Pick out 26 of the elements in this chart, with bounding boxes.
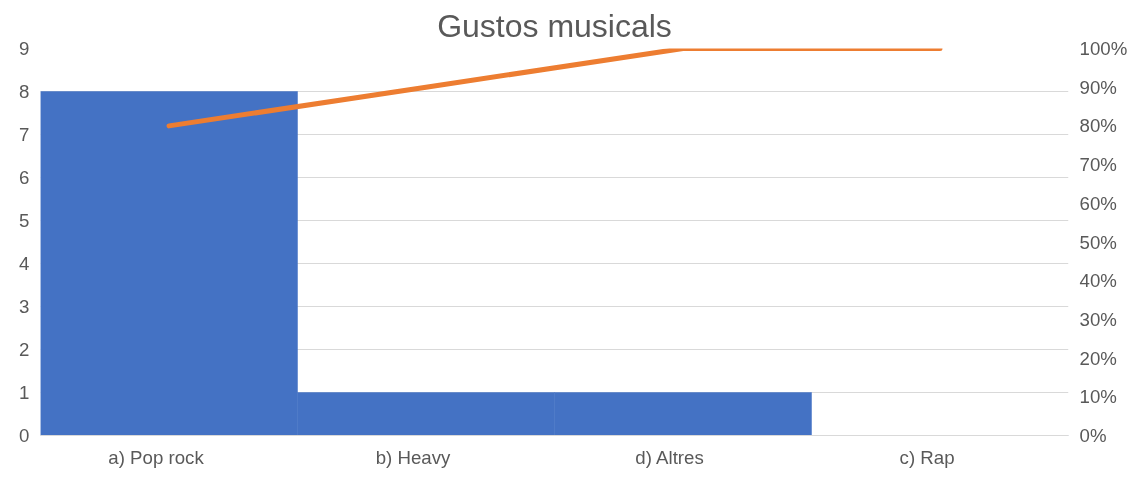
y2-tick-label: 40% (1079, 270, 1117, 292)
chart-title: Gustos musicals (437, 7, 672, 44)
y-tick-label: 0 (19, 425, 30, 446)
y-tick-label: 4 (19, 253, 30, 274)
y-tick-label: 3 (19, 296, 30, 317)
x-tick-label: d) Altres (635, 446, 704, 468)
y-tick-label: 7 (19, 124, 30, 145)
y2-tick-label: 50% (1079, 231, 1117, 253)
x-tick-label: a) Pop rock (108, 446, 205, 468)
y2-tick-label: 70% (1079, 154, 1117, 176)
y-tick-label: 5 (19, 210, 30, 231)
y-tick-label: 1 (19, 382, 30, 403)
y2-tick-label: 90% (1079, 76, 1117, 98)
y2-tick-label: 10% (1079, 386, 1117, 408)
y2-tick-label: 80% (1079, 115, 1117, 137)
y2-tick-label: 20% (1079, 347, 1117, 369)
y-tick-label: 2 (19, 339, 30, 360)
x-tick-label: c) Rap (899, 446, 955, 468)
y-tick-label: 9 (19, 38, 30, 59)
y-tick-label: 8 (19, 81, 30, 102)
x-tick-label: b) Heavy (375, 446, 452, 468)
y2-tick-label: 100% (1079, 38, 1128, 59)
y2-tick-label: 60% (1079, 192, 1117, 214)
y2-tick-label: 0% (1079, 425, 1107, 446)
y-tick-label: 6 (19, 167, 30, 188)
y2-tick-label: 30% (1079, 308, 1117, 330)
